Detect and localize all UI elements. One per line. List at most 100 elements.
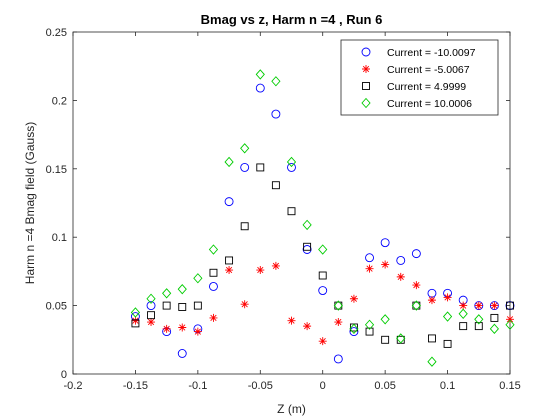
data-point-diamond (286, 156, 297, 168)
data-point-circle (380, 238, 390, 248)
data-point-square (178, 303, 187, 311)
legend-item: Current = 4.9999 (362, 81, 466, 93)
data-point-circle (349, 327, 359, 337)
data-point-star (162, 324, 171, 333)
data-point-star (209, 313, 218, 322)
data-point-circle (224, 197, 234, 207)
data-point-star (349, 294, 358, 303)
data-point-star (287, 316, 296, 325)
data-point-diamond (489, 323, 499, 335)
legend-label: Current = 10.0006 (387, 98, 472, 110)
y-tick-label: 0.05 (46, 301, 67, 313)
data-point-square (474, 322, 483, 331)
y-axis: 0 0.05 0.1 0.15 0.2 0.25 (46, 27, 510, 381)
x-tick-label: 0 (320, 380, 326, 392)
data-point-diamond (442, 311, 453, 322)
legend: Current = -10.0097 Current = -5.0067 Curre… (340, 39, 499, 116)
data-point-star (193, 327, 202, 336)
data-point-square (256, 163, 265, 172)
data-point-square (147, 311, 155, 320)
data-point-diamond (302, 219, 312, 231)
data-point-square (303, 242, 312, 251)
series-2 (131, 260, 514, 346)
x-tick-label: 0.05 (374, 380, 395, 392)
data-point-square (490, 313, 499, 322)
data-point-circle (209, 281, 218, 291)
data-point-star (459, 301, 468, 310)
data-point-square (318, 271, 327, 280)
data-point-diamond (380, 314, 390, 325)
data-point-square (209, 268, 218, 277)
data-point-square (271, 181, 280, 190)
data-point-square (381, 335, 390, 344)
data-point-circle (411, 249, 421, 259)
x-tick-label: -0.15 (123, 380, 148, 392)
legend-marker-star (362, 65, 370, 73)
data-point-diamond (240, 143, 250, 154)
data-point-square (162, 301, 171, 310)
data-point-star (147, 318, 156, 327)
x-tick-label: 0.1 (440, 380, 455, 392)
data-point-square (459, 322, 468, 331)
legend-item: Current = -5.0067 (362, 64, 470, 76)
data-point-star (365, 264, 374, 273)
x-axis-label: Z (m) (277, 402, 306, 416)
data-point-diamond (177, 284, 187, 295)
data-point-diamond (146, 293, 156, 304)
data-point-circle (255, 83, 265, 93)
data-point-star (178, 323, 187, 332)
data-point-circle (146, 301, 156, 311)
data-point-circle (333, 354, 343, 364)
legend-label: Current = 4.9999 (387, 81, 466, 93)
legend-label: Current = -10.0097 (387, 47, 476, 59)
data-point-circle (396, 256, 406, 265)
data-point-star (427, 296, 436, 305)
data-point-diamond (349, 323, 359, 335)
data-point-star (271, 261, 280, 270)
data-point-diamond (208, 244, 219, 255)
legend-item: Current = -10.0097 (361, 47, 476, 59)
x-tick-label: -0.1 (188, 380, 207, 392)
y-axis-label: Harm n =4 Bmag field (Gauss) (23, 122, 37, 284)
data-point-diamond (224, 156, 234, 168)
x-tick-label: -0.2 (64, 380, 83, 392)
legend-marker-diamond (361, 97, 371, 109)
data-point-diamond (193, 273, 203, 284)
data-point-square (506, 301, 514, 310)
x-tick-label: -0.05 (248, 380, 273, 392)
data-points (130, 69, 515, 367)
data-point-diamond (255, 69, 265, 80)
data-point-star (256, 266, 265, 275)
legend-marker-circle (361, 47, 371, 57)
data-point-diamond (474, 314, 484, 325)
data-point-diamond (396, 333, 406, 344)
data-point-diamond (364, 319, 375, 330)
data-point-diamond (162, 288, 172, 299)
legend-box (340, 39, 499, 116)
data-point-star (131, 316, 140, 325)
y-tick-label: 0.15 (46, 164, 67, 176)
data-point-diamond (333, 300, 343, 311)
data-point-circle (318, 286, 328, 296)
legend-label: Current = -5.0067 (387, 64, 470, 76)
y-tick-label: 0.1 (52, 232, 67, 244)
data-point-square (131, 319, 140, 328)
y-tick-label: 0.2 (52, 95, 67, 107)
data-point-square (240, 222, 249, 231)
data-point-diamond (318, 244, 328, 255)
data-point-circle (505, 301, 515, 311)
data-point-square (193, 301, 202, 310)
y-tick-label: 0 (61, 369, 67, 381)
data-point-circle (240, 162, 250, 172)
y-tick-label: 0.25 (46, 27, 67, 39)
data-point-diamond (271, 76, 281, 87)
data-point-star (412, 281, 421, 290)
data-point-circle (271, 109, 281, 119)
x-tick-label: 0.15 (499, 380, 520, 392)
data-point-circle (365, 253, 374, 263)
data-point-star (443, 293, 452, 302)
data-point-diamond (427, 356, 437, 367)
data-point-diamond (411, 300, 421, 311)
data-point-star (474, 301, 483, 310)
